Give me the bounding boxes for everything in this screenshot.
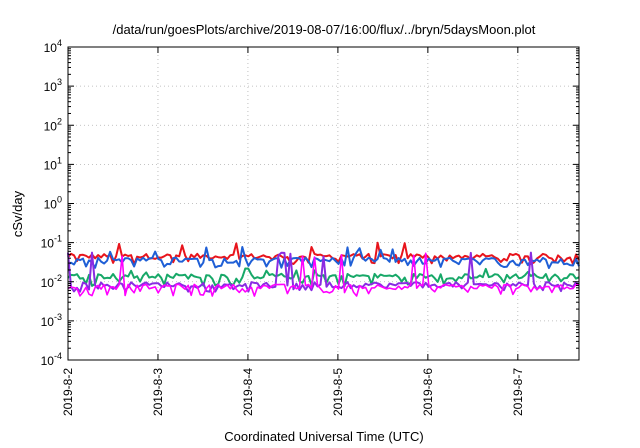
series-line [67,251,580,293]
y-tick-label: 104 [44,38,62,55]
y-tick-label: 10-1 [41,234,62,251]
x-axis-label: Coordinated Universal Time (UTC) [224,429,423,444]
series-line [67,252,580,297]
x-tick-label: 2019-8-3 [151,368,165,416]
series-group [67,241,580,297]
y-tick-label: 101 [44,155,62,172]
x-tick-label: 2019-8-7 [511,368,525,416]
y-tick-label: 102 [44,116,62,133]
y-tick-label: 10-3 [41,312,62,329]
grid [68,47,579,360]
x-tick-label: 2019-8-6 [421,368,435,416]
y-axis-label: cSv/day [10,190,25,237]
x-tick-label: 2019-8-5 [331,368,345,416]
x-tick-label: 2019-8-4 [241,368,255,416]
y-tick-label: 10-2 [41,273,62,290]
chart-title: /data/run/goesPlots/archive/2019-08-07/1… [113,22,536,37]
x-tick-label: 2019-8-2 [61,368,75,416]
y-tick-label: 103 [44,77,62,94]
x-tick-labels: 2019-8-2 2019-8-3 2019-8-4 2019-8-5 2019-8-6… [61,368,525,416]
axis-ticks [67,46,579,361]
y-tick-label: 100 [44,195,62,212]
y-tick-labels: 104 103 102 101 100 10-1 10-2 10-3 10-4 [41,38,62,368]
series-line [67,267,580,288]
y-tick-label: 10-4 [41,351,62,368]
